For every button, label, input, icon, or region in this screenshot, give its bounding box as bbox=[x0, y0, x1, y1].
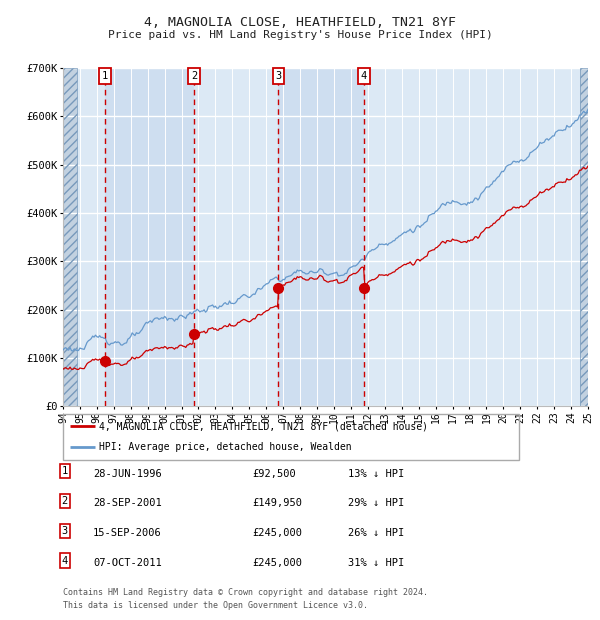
Text: 2: 2 bbox=[191, 71, 197, 81]
Text: 1: 1 bbox=[102, 71, 108, 81]
Text: 28-SEP-2001: 28-SEP-2001 bbox=[93, 498, 162, 508]
Text: Contains HM Land Registry data © Crown copyright and database right 2024.: Contains HM Land Registry data © Crown c… bbox=[63, 588, 428, 597]
Text: 15-SEP-2006: 15-SEP-2006 bbox=[93, 528, 162, 538]
Text: 4, MAGNOLIA CLOSE, HEATHFIELD, TN21 8YF (detached house): 4, MAGNOLIA CLOSE, HEATHFIELD, TN21 8YF … bbox=[100, 421, 428, 431]
Text: 3: 3 bbox=[275, 71, 281, 81]
Bar bbox=[580, 68, 588, 406]
Text: HPI: Average price, detached house, Wealden: HPI: Average price, detached house, Weal… bbox=[100, 443, 352, 453]
Text: £92,500: £92,500 bbox=[252, 469, 296, 479]
Text: 1: 1 bbox=[62, 466, 68, 476]
Text: 4: 4 bbox=[361, 71, 367, 81]
Bar bbox=[278, 68, 364, 406]
Text: 2: 2 bbox=[62, 496, 68, 506]
Bar bbox=[63, 68, 77, 406]
Text: 07-OCT-2011: 07-OCT-2011 bbox=[93, 558, 162, 568]
Text: 13% ↓ HPI: 13% ↓ HPI bbox=[348, 469, 404, 479]
Text: Price paid vs. HM Land Registry's House Price Index (HPI): Price paid vs. HM Land Registry's House … bbox=[107, 30, 493, 40]
Text: £149,950: £149,950 bbox=[252, 498, 302, 508]
Text: 28-JUN-1996: 28-JUN-1996 bbox=[93, 469, 162, 479]
Bar bbox=[63, 68, 77, 406]
Text: This data is licensed under the Open Government Licence v3.0.: This data is licensed under the Open Gov… bbox=[63, 601, 368, 611]
Text: £245,000: £245,000 bbox=[252, 558, 302, 568]
Text: 26% ↓ HPI: 26% ↓ HPI bbox=[348, 528, 404, 538]
Text: 4, MAGNOLIA CLOSE, HEATHFIELD, TN21 8YF: 4, MAGNOLIA CLOSE, HEATHFIELD, TN21 8YF bbox=[144, 16, 456, 29]
Text: 31% ↓ HPI: 31% ↓ HPI bbox=[348, 558, 404, 568]
Text: 4: 4 bbox=[62, 556, 68, 565]
Text: 29% ↓ HPI: 29% ↓ HPI bbox=[348, 498, 404, 508]
Bar bbox=[105, 68, 194, 406]
Text: 3: 3 bbox=[62, 526, 68, 536]
Bar bbox=[580, 68, 588, 406]
Text: £245,000: £245,000 bbox=[252, 528, 302, 538]
